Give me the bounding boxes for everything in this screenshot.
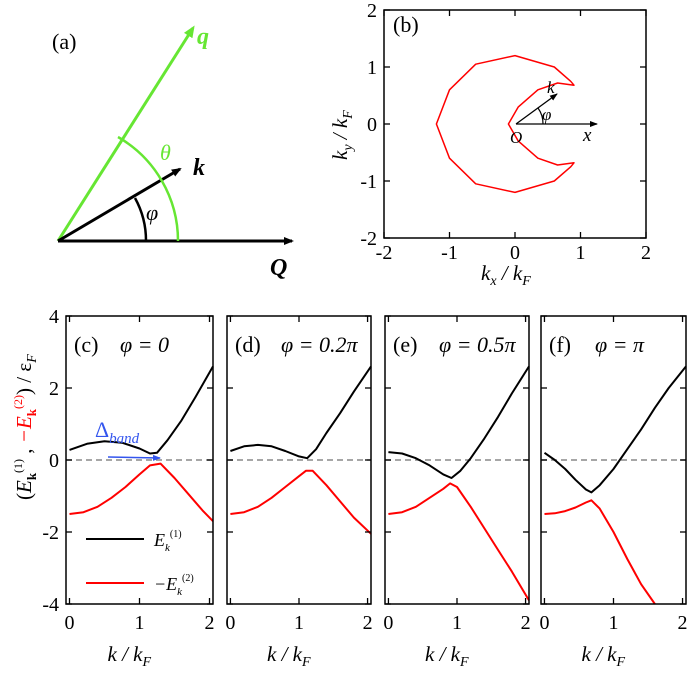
fermi-contour-line	[435, 54, 575, 194]
panel-b-curve	[435, 54, 575, 194]
panel-b-ytick-label: 2	[367, 0, 377, 22]
band-panel-label: (c)	[74, 332, 98, 357]
band-xtick-label: 1	[452, 612, 462, 634]
panel-b-ytick-label: -1	[360, 171, 377, 193]
panel-a: (a) q k Q θ φ	[52, 24, 294, 281]
inset-k-vector	[515, 93, 558, 125]
band-panel-phi: φ = 0.5π	[439, 332, 517, 357]
band-xtick-label: 2	[205, 612, 215, 634]
band-xtick-label: 1	[609, 612, 619, 634]
panel-b-ytick-label: 1	[367, 57, 377, 79]
band-ytick-label: 4	[49, 306, 59, 328]
vector-k	[57, 167, 182, 243]
band-xtick-label: 0	[539, 612, 549, 634]
band-E1-line	[230, 365, 372, 460]
panel-a-label: (a)	[52, 29, 76, 54]
band-E1-line	[69, 365, 214, 455]
band-panel-2: 0 1 2 (d) φ = 0.2π	[225, 315, 373, 634]
band-xlabel: k / kF	[425, 642, 469, 670]
panel-b-xtick-label: -1	[441, 242, 458, 264]
phi-arc	[133, 197, 148, 242]
panel-b-label: (b)	[393, 12, 419, 37]
band-panel-4: 0 1 2 (f) φ = π	[539, 315, 687, 634]
band-E1-line	[543, 365, 687, 494]
band-xtick-label: 0	[225, 612, 235, 634]
band-xtick-label: 2	[678, 612, 687, 634]
phi-label: φ	[146, 200, 158, 225]
theta-arc	[117, 135, 180, 242]
band-ytick-label: 2	[49, 378, 59, 400]
inset-x-label: x	[582, 125, 592, 146]
panel-b-xtick-label: 2	[641, 242, 651, 264]
panel-b-frame	[383, 9, 647, 239]
vector-k-label: k	[193, 155, 205, 181]
band-xtick-label: 0	[383, 612, 393, 634]
band-xtick-label: 1	[135, 612, 145, 634]
band-xlabel: k / kF	[267, 642, 311, 670]
band-E1-line	[388, 365, 530, 479]
band-panel-phi: φ = π	[595, 332, 645, 357]
bands-xlabels: k / kF k / kF k / kF k / kF	[108, 642, 626, 670]
band-xtick-label: 2	[363, 612, 373, 634]
band-panel-label: (e)	[393, 332, 417, 357]
band-panel-3: 0 1 2 (e) φ = 0.5π	[383, 315, 531, 634]
band-panel-phi: φ = 0	[120, 332, 169, 357]
panel-b-xtick-label: 0	[510, 242, 520, 264]
band-E2-line	[69, 462, 214, 522]
band-xtick-label: 1	[294, 612, 304, 634]
band-xtick-label: 2	[521, 612, 531, 634]
band-xtick-label: 0	[65, 612, 75, 634]
inset-phi-arc	[537, 107, 544, 125]
vector-q-label: q	[197, 24, 209, 50]
panel-b: (b) -2 -1 0 1 2 2 1 0 -1 -2 O x k φ kx / kF ky / …	[328, 0, 651, 289]
band-xlabel: k / kF	[582, 642, 626, 670]
panel-b-ytick-label: -2	[360, 228, 377, 250]
band-ytick-label: -2	[42, 522, 59, 544]
legend-label-E2: −Ek(2)	[154, 573, 194, 598]
band-E2-line	[544, 499, 656, 605]
panel-b-xtick-label: 1	[576, 242, 586, 264]
band-ytick-label: 0	[49, 450, 59, 472]
band-panel-label: (f)	[549, 332, 571, 357]
band-E2-line	[230, 469, 372, 535]
panel-b-ylabel: ky / kF	[328, 110, 356, 160]
band-panel-label: (d)	[235, 332, 261, 357]
band-xlabel: k / kF	[108, 642, 152, 670]
vector-Q-label: Q	[270, 255, 287, 281]
panel-b-xtick-label: -2	[376, 242, 393, 264]
band-panel-phi: φ = 0.2π	[281, 332, 359, 357]
delta-band-arrow	[107, 454, 161, 461]
legend-label-E1: Ek(1)	[153, 529, 182, 554]
vector-q	[56, 25, 195, 242]
bands-ylabel: (Ek(1) , −Ek(2)) / εF	[11, 354, 40, 500]
panel-b-ticks: -2 -1 0 1 2 2 1 0 -1 -2	[360, 0, 651, 264]
panel-b-xlabel: kx / kF	[481, 261, 531, 289]
inset-k-label: k	[547, 78, 555, 97]
inset-phi-label: φ	[542, 105, 551, 124]
delta-band-label: Δband	[95, 417, 140, 447]
band-ytick-label: -4	[42, 594, 59, 616]
panel-b-ytick-label: 0	[367, 114, 377, 136]
legend: Ek(1) −Ek(2)	[86, 529, 194, 598]
inset-origin-label: O	[510, 128, 522, 147]
theta-label: θ	[160, 140, 171, 165]
band-panel-1: 0 1 2 4 2 0 -2 -4 (c) φ = 0	[42, 306, 214, 634]
delta-band-annotation: Δband	[95, 417, 161, 461]
band-E2-line	[388, 482, 530, 601]
